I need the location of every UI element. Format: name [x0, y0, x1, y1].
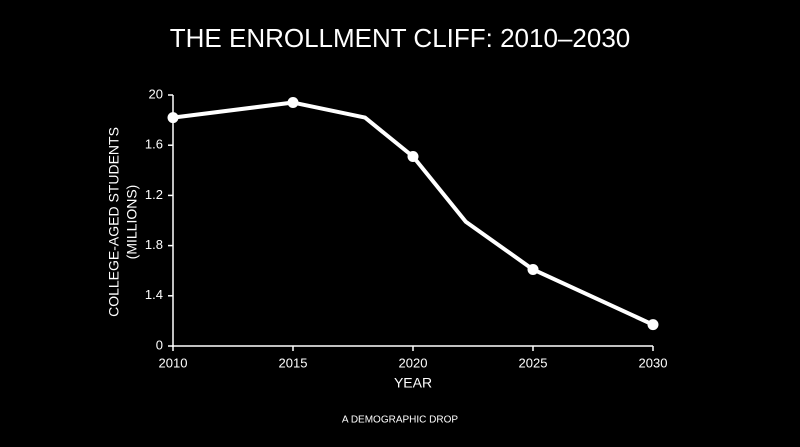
y-tick-label: 1.6: [145, 137, 163, 152]
y-axis-label: COLLEGE-AGED STUDENTS: [106, 127, 122, 317]
x-tick-label: 2030: [639, 355, 668, 370]
footnote: A DEMOGRAPHIC DROP: [342, 415, 458, 426]
x-tick-label: 2010: [159, 355, 188, 370]
y-tick-label: 1.4: [145, 287, 163, 302]
y-tick-label: 1.8: [145, 237, 163, 252]
x-axis-label: YEAR: [394, 375, 432, 391]
y-tick-label: 0: [156, 337, 163, 352]
line: [172, 100, 654, 327]
x-tick-label: 2025: [519, 355, 548, 370]
y-axis-label: (MILLIONS): [124, 185, 140, 260]
chart-title: THE ENROLLMENT CLIFF: 2010–2030: [170, 23, 630, 53]
marker: [407, 150, 419, 162]
marker: [287, 97, 299, 109]
x-tick-label: 2015: [279, 355, 308, 370]
marker: [527, 263, 539, 275]
marker: [167, 112, 179, 124]
y-tick-label: 1.2: [145, 187, 163, 202]
marker: [647, 319, 659, 331]
x-tick-label: 2020: [399, 355, 428, 370]
y-tick-label: 20: [149, 86, 163, 101]
